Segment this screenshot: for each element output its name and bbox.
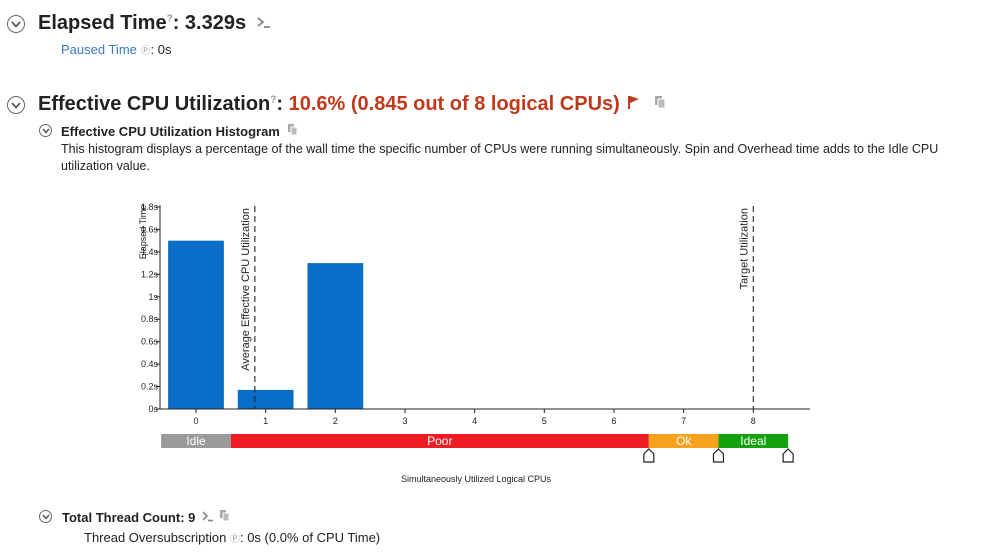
range-label-idle: Idle — [186, 434, 206, 448]
x-tick-label: 1 — [263, 416, 268, 426]
average-utilization-label: Average Effective CPU Utilization — [240, 208, 252, 371]
histogram-bar[interactable] — [307, 263, 364, 409]
range-threshold-handle[interactable] — [712, 448, 725, 463]
elapsed-collapse-toggle[interactable] — [7, 15, 25, 33]
x-tick-label: 2 — [333, 416, 338, 426]
y-tick-label: 0.8s — [141, 314, 159, 324]
elapsed-value: 3.329s — [184, 12, 247, 34]
thread-oversubscription-label: Thread Oversubscription — [84, 530, 227, 545]
x-tick-label: 0 — [193, 416, 198, 426]
x-axis-label: Simultaneously Utilized Logical CPUs — [401, 474, 552, 484]
copy-icon[interactable] — [287, 123, 299, 136]
y-tick-label: 1s — [148, 292, 158, 302]
x-tick-label: 4 — [472, 416, 477, 426]
range-threshold-handle[interactable] — [643, 448, 655, 463]
paused-time-link[interactable]: Paused Time — [61, 42, 137, 57]
help-icon[interactable]: Ⓟ — [140, 46, 151, 57]
help-icon[interactable]: ? — [270, 94, 277, 106]
range-threshold-handle[interactable] — [782, 448, 794, 463]
target-utilization-label: Target Utilization — [738, 208, 750, 289]
cpu-value: 10.6% (0.845 out of 8 logical CPUs) — [288, 93, 620, 115]
flag-icon — [628, 96, 640, 109]
x-tick-label: 6 — [611, 416, 616, 426]
y-axis-label: Elapsed Time — [138, 205, 148, 260]
histogram-collapse-toggle[interactable] — [39, 124, 52, 137]
y-tick-label: 0.6s — [141, 337, 159, 347]
paused-time-value: 0s — [157, 42, 172, 57]
x-tick-label: 7 — [681, 416, 686, 426]
x-tick-label: 8 — [751, 416, 756, 426]
histogram-bar[interactable] — [168, 240, 224, 409]
x-tick-label: 5 — [542, 416, 547, 426]
command-line-icon[interactable] — [201, 510, 215, 522]
threads-collapse-toggle[interactable] — [39, 510, 52, 523]
y-tick-label: 1.4s — [141, 247, 159, 257]
histogram-title: Effective CPU Utilization Histogram — [61, 123, 299, 139]
paused-time-row: Paused Time Ⓟ: 0s — [61, 42, 172, 57]
copy-icon[interactable] — [653, 94, 667, 110]
chevron-down-icon — [41, 128, 50, 134]
y-tick-label: 0.2s — [141, 382, 159, 392]
thread-count-title: Total Thread Count: 9 — [62, 509, 231, 525]
help-icon[interactable]: ? — [166, 13, 173, 25]
range-label-ideal: Ideal — [740, 434, 766, 448]
range-idle — [161, 434, 231, 448]
command-line-icon[interactable] — [256, 15, 272, 29]
y-tick-label: 1.2s — [141, 269, 159, 279]
y-tick-label: 0.4s — [141, 359, 159, 369]
chevron-down-icon — [11, 20, 21, 28]
copy-icon[interactable] — [219, 509, 231, 522]
cpu-utilization-histogram: 0s 0.2s 0.4s 0.6s 0.8s 1s 1.2s 1.4s 1.6s 1.8sElap… — [138, 202, 810, 484]
chevron-down-icon — [41, 514, 50, 520]
thread-count-value: 9 — [188, 510, 196, 525]
range-poor — [230, 434, 649, 448]
y-tick-label: 0s — [148, 404, 158, 414]
cpu-collapse-toggle[interactable] — [7, 96, 25, 114]
elapsed-title: Elapsed Time?: 3.329s — [38, 12, 272, 35]
help-icon[interactable]: Ⓟ — [229, 534, 240, 545]
histogram-bar[interactable] — [237, 389, 294, 409]
range-label-poor: Poor — [427, 434, 452, 448]
thread-oversubscription-row: Thread Oversubscription Ⓟ: 0s (0.0% of C… — [84, 530, 381, 545]
range-label-ok: Ok — [676, 434, 692, 448]
y-tick-label: 1.6s — [141, 224, 159, 234]
range-ok — [648, 434, 719, 448]
range-ideal — [718, 434, 789, 448]
histogram-description: This histogram displays a percentage of … — [61, 142, 939, 173]
y-tick-label: 1.8s — [141, 202, 159, 212]
chevron-down-icon — [11, 101, 21, 109]
cpu-title: Effective CPU Utilization?: 10.6% (0.845… — [38, 93, 667, 116]
x-tick-label: 3 — [402, 416, 407, 426]
thread-oversubscription-value: 0s (0.0% of CPU Time) — [247, 530, 381, 545]
